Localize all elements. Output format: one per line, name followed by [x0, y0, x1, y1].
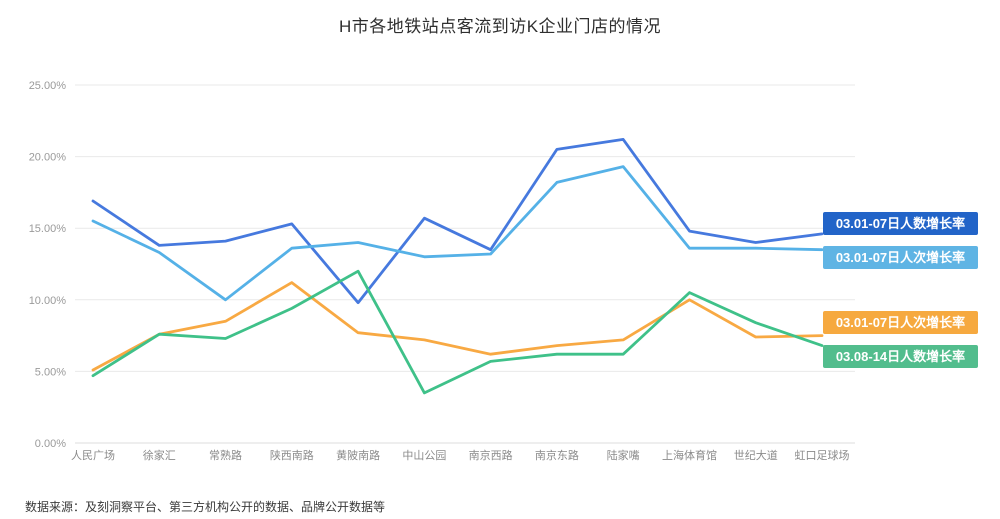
- x-axis-category-label: 常熟路: [209, 448, 242, 462]
- series-end-label-blue-light: 03.01-07日人次增长率: [823, 246, 978, 269]
- x-axis-category-label: 陕西南路: [270, 448, 314, 462]
- y-axis-tick-label: 15.00%: [29, 223, 67, 235]
- series-line-1: [91, 165, 824, 302]
- x-axis-category-label: 南京东路: [535, 448, 579, 462]
- data-source-note: 数据来源：及刻洞察平台、第三方机构公开的数据、品牌公开数据等: [25, 500, 386, 514]
- x-axis-category-label: 徐家汇: [143, 448, 176, 462]
- y-axis-tick-label: 20.00%: [29, 152, 67, 164]
- series-end-label-blue-dark: 03.01-07日人数增长率: [823, 212, 978, 235]
- series-end-label-green: 03.08-14日人数增长率: [823, 345, 978, 368]
- x-axis-category-label: 南京西路: [469, 448, 513, 462]
- y-axis-tick-label: 10.00%: [29, 295, 67, 307]
- y-axis-tick-label: 25.00%: [29, 80, 67, 92]
- y-axis-tick-label: 0.00%: [35, 438, 66, 450]
- series-line-3: [91, 269, 824, 395]
- series-line-0: [91, 137, 824, 305]
- x-axis-category-label: 上海体育馆: [662, 448, 717, 462]
- x-axis-category-label: 世纪大道: [734, 448, 778, 462]
- chart-title: H市各地铁站点客流到访K企业门店的情况: [338, 17, 662, 36]
- x-axis-category-label: 陆家嘴: [607, 448, 640, 462]
- x-axis-category-label: 人民广场: [71, 448, 115, 462]
- series-line-2: [91, 281, 824, 372]
- x-axis-category-label: 黄陂南路: [336, 448, 380, 462]
- x-axis-category-label: 中山公园: [402, 449, 446, 462]
- x-axis-category-label: 虹口足球场: [795, 448, 850, 462]
- y-axis-tick-label: 5.00%: [35, 366, 66, 378]
- series-end-label-orange: 03.01-07日人次增长率: [823, 311, 978, 334]
